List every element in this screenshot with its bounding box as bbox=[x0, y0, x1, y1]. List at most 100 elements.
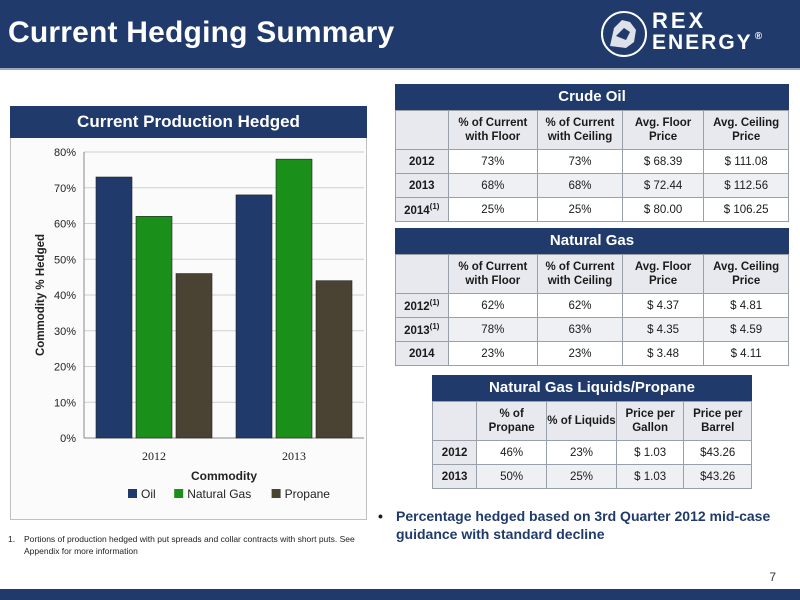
ngl-row: 2013 50% 25% $ 1.03 $43.26 bbox=[431, 464, 752, 489]
legend-label: Propane bbox=[285, 487, 331, 501]
ngl-row-label: 2013 bbox=[431, 464, 478, 489]
page-number: 7 bbox=[769, 570, 776, 584]
crude-oil-cell: $ 68.39 bbox=[621, 149, 705, 174]
natural-gas-cell: $ 4.59 bbox=[703, 317, 789, 342]
natural-gas-cell: $ 3.48 bbox=[621, 341, 705, 366]
crude-oil-col-header: % of Current with Floor bbox=[447, 110, 539, 150]
ngl-col-header: Price per Barrel bbox=[683, 401, 752, 441]
bar-oil bbox=[235, 194, 273, 439]
crude-oil-cell: 25% bbox=[537, 197, 623, 222]
crude-oil-table: % of Current with Floor% of Current with… bbox=[395, 110, 789, 222]
natural-gas-cell: 62% bbox=[537, 293, 623, 318]
legend-label: Oil bbox=[141, 487, 156, 501]
crude-oil-cell: $ 80.00 bbox=[621, 197, 705, 222]
x-tick-label: 2012 bbox=[142, 449, 166, 463]
footnote-ref: (1) bbox=[429, 322, 440, 332]
x-axis-title: Commodity bbox=[191, 469, 257, 483]
crude-oil-row: 2013 68% 68% $ 72.44 $ 112.56 bbox=[395, 173, 789, 198]
crude-oil-title: Crude Oil bbox=[395, 84, 789, 110]
bullet-text: Percentage hedged based on 3rd Quarter 2… bbox=[396, 508, 771, 542]
ngl-table: % of Propane% of Liquids Price per Gallon… bbox=[431, 401, 752, 489]
natural-gas-cell: $ 4.35 bbox=[621, 317, 705, 342]
crude-oil-cell: $ 72.44 bbox=[621, 173, 705, 198]
bar-propane bbox=[175, 273, 213, 439]
crude-oil-col-header bbox=[395, 110, 449, 150]
natural-gas-cell: 62% bbox=[447, 293, 539, 318]
legend-swatch bbox=[128, 489, 137, 498]
natural-gas-col-header: % of Current with Ceiling bbox=[537, 254, 623, 294]
ngl-cell: 23% bbox=[546, 440, 617, 465]
logo-text-rex: REX bbox=[652, 8, 707, 33]
bar-natural-gas bbox=[135, 216, 173, 439]
crude-oil-row: 2012 73% 73% $ 68.39 $ 111.08 bbox=[395, 149, 789, 174]
logo-text-energy-word: ENERGY bbox=[652, 31, 753, 54]
header-divider bbox=[0, 68, 800, 70]
legend-label: Natural Gas bbox=[187, 487, 251, 501]
ngl-col-header: % of Propane bbox=[476, 401, 548, 441]
y-tick-label: 70% bbox=[54, 183, 76, 195]
footnote: 1. Portions of production hedged with pu… bbox=[8, 533, 374, 557]
natural-gas-col-header: Avg. Floor Price bbox=[621, 254, 705, 294]
natural-gas-row: 2012(1) 62% 62% $ 4.37 $ 4.81 bbox=[395, 293, 789, 318]
crude-oil-cell: 68% bbox=[537, 173, 623, 198]
natural-gas-cell: 63% bbox=[537, 317, 623, 342]
legend-swatch bbox=[174, 489, 184, 498]
crude-oil-col-header: Avg. Ceiling Price bbox=[703, 110, 789, 150]
crude-oil-col-header: Avg. Floor Price bbox=[621, 110, 705, 150]
legend-swatch bbox=[271, 489, 281, 498]
bullet-dot: • bbox=[378, 508, 383, 524]
crude-oil-row-label: 2012 bbox=[395, 149, 449, 174]
ngl-cell: 46% bbox=[476, 440, 548, 465]
ngl-cell: $ 1.03 bbox=[615, 440, 685, 465]
crude-oil-cell: $ 112.56 bbox=[703, 173, 789, 198]
natural-gas-col-header: Avg. Ceiling Price bbox=[703, 254, 789, 294]
crude-oil-cell: 73% bbox=[537, 149, 623, 174]
y-tick-label: 80% bbox=[54, 147, 76, 159]
footnote-ref: (1) bbox=[429, 298, 440, 308]
natural-gas-row-label: 2014 bbox=[395, 341, 449, 366]
chart-title: Current Production Hedged bbox=[10, 106, 367, 138]
ngl-col-header: % of Liquids bbox=[546, 401, 617, 441]
natural-gas-cell: $ 4.37 bbox=[621, 293, 705, 318]
crude-oil-cell: $ 106.25 bbox=[703, 197, 789, 222]
ngl-col-header: Price per Gallon bbox=[615, 401, 685, 441]
page-title: Current Hedging Summary bbox=[8, 16, 395, 49]
y-axis-title: Commodity % Hedged bbox=[35, 234, 47, 356]
natural-gas-row: 2014 23% 23% $ 3.48 $ 4.11 bbox=[395, 341, 789, 366]
bar-oil bbox=[95, 176, 133, 439]
crude-oil-col-header: % of Current with Ceiling bbox=[537, 110, 623, 150]
y-tick-label: 60% bbox=[54, 219, 76, 231]
crude-oil-row: 2014(1) 25% 25% $ 80.00 $ 106.25 bbox=[395, 197, 789, 222]
ngl-row-label: 2012 bbox=[431, 440, 478, 465]
footnote-number: 1. bbox=[8, 534, 16, 544]
natural-gas-row-label: 2013(1) bbox=[395, 317, 449, 342]
hedged-bar-chart: 0% 10% 20% 30% 40% 50% 60% 70% 80% 2012 2013 Commod… bbox=[35, 147, 364, 501]
natural-gas-cell: 23% bbox=[537, 341, 623, 366]
bar-natural-gas bbox=[275, 158, 313, 439]
ngl-cell: 25% bbox=[546, 464, 617, 489]
crude-oil-cell: 73% bbox=[447, 149, 539, 174]
natural-gas-cell: $ 4.81 bbox=[703, 293, 789, 318]
crude-oil-cell: 68% bbox=[447, 173, 539, 198]
logo-text-energy: ENERGY ® bbox=[652, 31, 764, 55]
natural-gas-cell: 23% bbox=[447, 341, 539, 366]
footnote-ref: (1) bbox=[429, 202, 440, 212]
footnote-text: Portions of production hedged with put s… bbox=[24, 534, 355, 556]
natural-gas-table: % of Current with Floor% of Current with… bbox=[395, 254, 789, 366]
y-tick-label: 0% bbox=[60, 433, 76, 445]
bar-propane bbox=[315, 280, 353, 439]
y-tick-label: 20% bbox=[54, 362, 76, 374]
registered-mark: ® bbox=[754, 31, 765, 42]
y-tick-label: 10% bbox=[54, 397, 76, 409]
crude-oil-row-label: 2014(1) bbox=[395, 197, 449, 222]
ngl-cell: $43.26 bbox=[683, 464, 752, 489]
ngl-cell: $ 1.03 bbox=[615, 464, 685, 489]
crude-oil-cell: 25% bbox=[447, 197, 539, 222]
natural-gas-cell: 78% bbox=[447, 317, 539, 342]
natural-gas-title: Natural Gas bbox=[395, 228, 789, 254]
rex-logo-icon bbox=[601, 11, 647, 57]
natural-gas-col-header: % of Current with Floor bbox=[447, 254, 539, 294]
header-band bbox=[0, 0, 800, 68]
ngl-row: 2012 46% 23% $ 1.03 $43.26 bbox=[431, 440, 752, 465]
natural-gas-row: 2013(1) 78% 63% $ 4.35 $ 4.59 bbox=[395, 317, 789, 342]
